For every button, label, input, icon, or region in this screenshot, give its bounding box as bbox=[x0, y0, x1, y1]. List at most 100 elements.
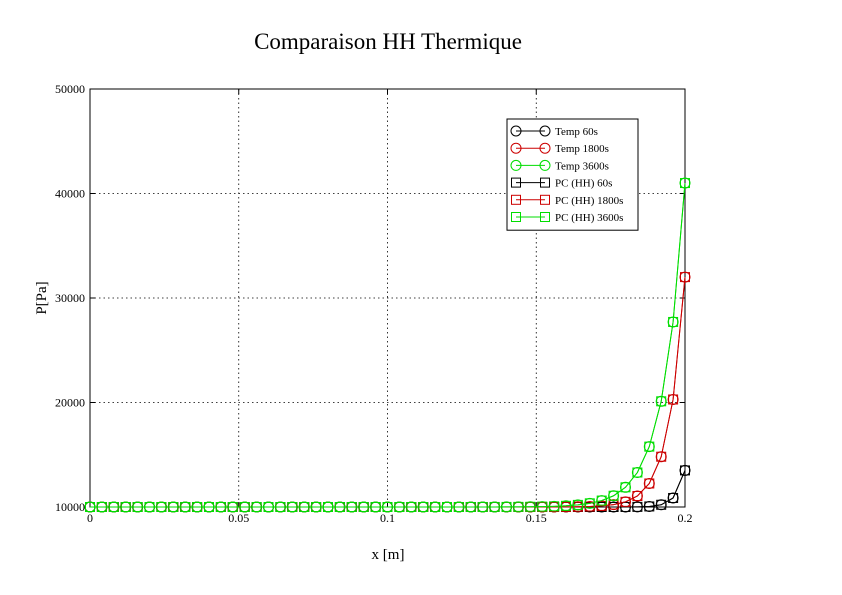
data-point-circle bbox=[510, 125, 522, 137]
y-tick-label: 10000 bbox=[55, 500, 85, 514]
legend-entry: PC (HH) 60s bbox=[511, 177, 612, 190]
data-point-square bbox=[120, 502, 131, 512]
data-point-square bbox=[418, 501, 429, 512]
legend-label: PC (HH) 3600s bbox=[555, 212, 623, 224]
legend-label: Temp 3600s bbox=[555, 160, 609, 172]
data-point-square bbox=[608, 490, 619, 501]
data-point-square bbox=[668, 492, 679, 503]
data-point-square bbox=[382, 501, 393, 512]
data-point-square bbox=[394, 501, 405, 512]
legend-label: PC (HH) 1800s bbox=[555, 195, 623, 207]
data-point-square bbox=[644, 501, 655, 512]
data-point-circle bbox=[539, 142, 551, 154]
data-point-square bbox=[632, 501, 643, 512]
data-point-square bbox=[251, 502, 262, 512]
data-point-square bbox=[632, 467, 643, 478]
legend-entry: Temp 60s bbox=[510, 125, 598, 138]
data-point-circle bbox=[539, 159, 551, 171]
data-point-square bbox=[644, 478, 655, 489]
data-point-square bbox=[370, 501, 381, 512]
legend-entry: Temp 3600s bbox=[510, 159, 609, 172]
data-point-square bbox=[540, 212, 550, 222]
data-point-square bbox=[465, 501, 476, 512]
series-pc-hh-1800s bbox=[85, 272, 690, 512]
data-point-square bbox=[477, 501, 488, 512]
data-point-square bbox=[644, 441, 655, 452]
series-line bbox=[90, 183, 686, 508]
data-point-circle bbox=[510, 142, 522, 154]
y-tick-label: 40000 bbox=[55, 187, 85, 201]
data-point-square bbox=[85, 502, 95, 512]
data-point-square bbox=[489, 501, 500, 512]
series-pc-hh-3600s bbox=[85, 178, 690, 512]
data-point-square bbox=[442, 501, 452, 512]
data-point-square bbox=[132, 502, 143, 512]
data-point-square bbox=[620, 482, 631, 493]
data-point-square bbox=[96, 502, 107, 512]
data-point-square bbox=[406, 501, 417, 512]
data-point-square bbox=[572, 499, 583, 510]
legend-label: Temp 60s bbox=[555, 126, 598, 138]
data-point-square bbox=[192, 502, 203, 512]
x-tick-label: 0.1 bbox=[380, 511, 395, 525]
legend-entry: Temp 1800s bbox=[510, 142, 609, 155]
x-tick-label: 0.2 bbox=[678, 511, 693, 525]
legend-label: Temp 1800s bbox=[555, 143, 609, 155]
data-point-square bbox=[215, 502, 226, 512]
x-tick-label: 0 bbox=[87, 511, 93, 525]
data-point-square bbox=[620, 496, 631, 507]
data-point-square bbox=[511, 194, 521, 205]
data-point-square bbox=[549, 501, 560, 512]
legend-box bbox=[506, 118, 639, 231]
data-point-square bbox=[540, 194, 550, 205]
data-point-square bbox=[299, 502, 310, 512]
data-point-square bbox=[656, 451, 667, 462]
data-point-square bbox=[453, 501, 464, 512]
x-tick-label: 0.05 bbox=[228, 511, 249, 525]
data-point-square bbox=[263, 502, 274, 512]
data-point-square bbox=[275, 502, 286, 512]
legend: Temp 60s Temp 1800s Temp 3600s PC (HH) 60s P… bbox=[506, 118, 639, 231]
data-point-square bbox=[668, 316, 679, 327]
x-tick-label: 0.15 bbox=[526, 511, 547, 525]
data-point-square bbox=[656, 396, 667, 407]
data-point-square bbox=[656, 499, 667, 510]
data-point-square bbox=[511, 177, 521, 188]
data-point-square bbox=[620, 501, 631, 512]
data-point-square bbox=[180, 502, 191, 512]
data-point-square bbox=[632, 491, 643, 502]
data-point-square bbox=[540, 177, 550, 188]
data-point-square bbox=[239, 502, 250, 512]
y-tick-label: 50000 bbox=[55, 82, 85, 96]
data-point-square bbox=[584, 498, 595, 509]
data-point-square bbox=[680, 465, 690, 476]
data-point-square bbox=[287, 502, 298, 512]
data-point-square bbox=[168, 502, 179, 512]
x-axis-label: x [m] bbox=[372, 547, 405, 563]
data-point-square bbox=[596, 495, 607, 506]
legend-entry: PC (HH) 3600s bbox=[511, 212, 623, 224]
legend-label: PC (HH) 60s bbox=[555, 178, 612, 190]
data-point-circle bbox=[510, 159, 522, 171]
data-point-circle bbox=[539, 125, 551, 137]
data-point-square bbox=[680, 178, 690, 189]
data-point-square bbox=[144, 502, 155, 512]
data-point-square bbox=[334, 501, 345, 512]
data-point-square bbox=[156, 502, 167, 512]
data-point-square bbox=[511, 212, 521, 222]
data-point-square bbox=[358, 501, 369, 512]
data-point-square bbox=[668, 394, 679, 405]
chart-title: Comparaison HH Thermique bbox=[254, 29, 522, 54]
data-point-square bbox=[501, 501, 512, 512]
plot-area: 0 0.05 0.1 0.15 0.2 10000 20000 30000 40000 50000 bbox=[55, 82, 693, 525]
y-tick-label: 30000 bbox=[55, 291, 85, 305]
data-point-square bbox=[525, 501, 536, 512]
y-tick-label: 20000 bbox=[55, 396, 85, 410]
data-point-square bbox=[311, 502, 322, 512]
data-point-square bbox=[227, 502, 238, 512]
data-point-square bbox=[513, 501, 524, 512]
data-point-square bbox=[108, 502, 119, 512]
data-point-square bbox=[537, 501, 548, 512]
y-axis-label: P[Pa] bbox=[34, 281, 50, 314]
